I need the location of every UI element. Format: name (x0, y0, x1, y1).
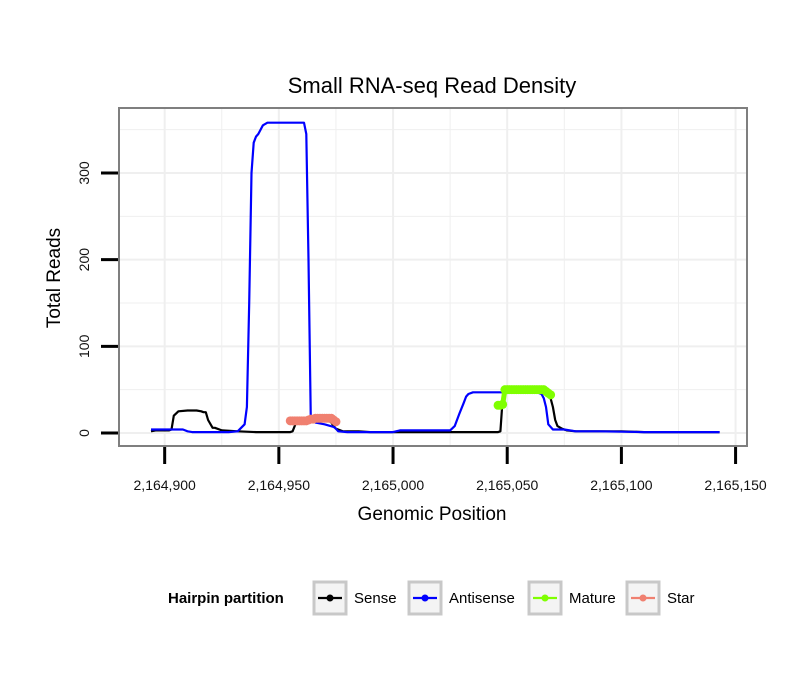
legend: Hairpin partition Sense Antisense Mature St… (168, 580, 695, 616)
legend-label-antisense: Antisense (449, 590, 515, 607)
y-tick-label: 300 (76, 161, 92, 185)
x-tick-label: 2,165,100 (590, 477, 652, 493)
x-tick-label: 2,165,050 (476, 477, 538, 493)
mature-point (498, 399, 508, 409)
legend-key-point (541, 594, 549, 602)
legend-label-mature: Mature (569, 590, 616, 607)
x-tick-label: 2,164,950 (248, 477, 310, 493)
legend-key-point (639, 594, 647, 602)
legend-label-star: Star (667, 590, 695, 607)
mature-point (546, 390, 556, 400)
legend-key-sense (312, 580, 348, 616)
legend-key-antisense (407, 580, 443, 616)
legend-key-point (326, 594, 334, 602)
legend-label-sense: Sense (354, 590, 397, 607)
series-layer (150, 121, 720, 434)
legend-key-mature (527, 580, 563, 616)
x-axis-title: Genomic Position (358, 504, 507, 525)
y-axis-title: Total Reads (44, 228, 65, 328)
y-tick-label: 100 (76, 334, 92, 358)
legend-key-point (421, 594, 429, 602)
x-tick-label: 2,165,000 (362, 477, 424, 493)
axes: 2,164,900 2,164,950 2,165,000 2,165,050 2,16… (76, 161, 767, 493)
plot-area (119, 108, 747, 446)
y-tick-label: 0 (76, 429, 92, 437)
y-tick-label: 200 (76, 248, 92, 272)
chart-title: Small RNA-seq Read Density (288, 73, 577, 98)
plot-border (118, 107, 748, 447)
antisense-series-line (151, 121, 720, 434)
x-tick-label: 2,165,150 (704, 477, 766, 493)
legend-key-star (625, 580, 661, 616)
star-point (331, 417, 341, 427)
x-tick-label: 2,164,900 (134, 477, 196, 493)
legend-title: Hairpin partition (168, 590, 284, 607)
